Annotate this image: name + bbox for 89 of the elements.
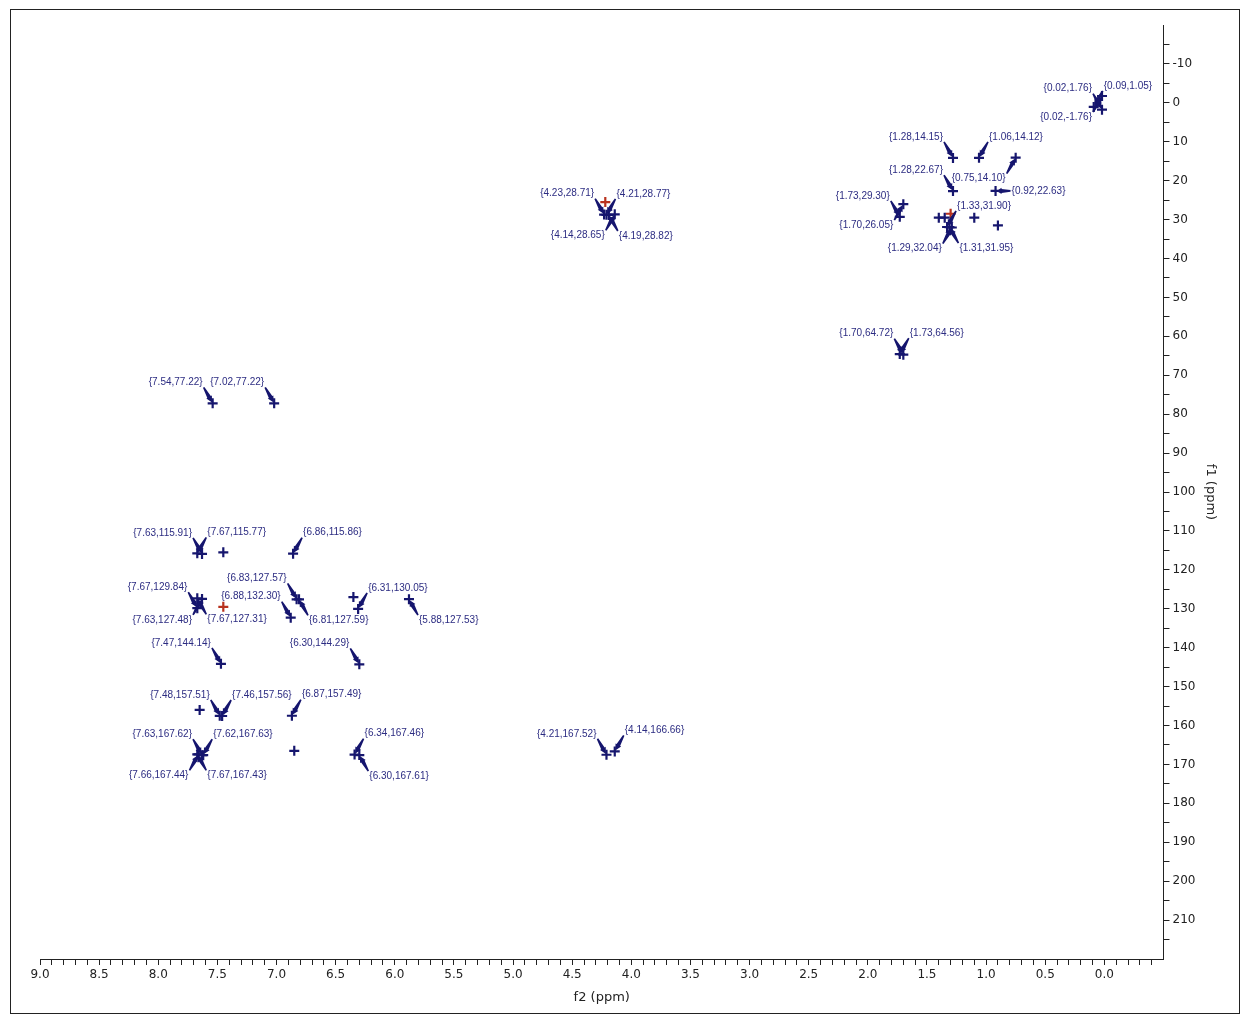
x-tick-label: 1.0 — [976, 967, 996, 982]
annotation: {1.28,22.67} — [889, 163, 944, 175]
x-tick-label: 1.5 — [917, 967, 937, 982]
x-tick-label: 5.5 — [444, 967, 464, 982]
x-tick-label: 4.5 — [562, 967, 582, 982]
annotation: {6.87,157.49} — [301, 688, 363, 700]
y-tick-label: 0 — [1172, 94, 1181, 109]
y-tick-label: 120 — [1172, 561, 1196, 576]
annotation: {1.33,31.90} — [957, 199, 1012, 211]
annotation: {0.02,1.76} — [1043, 82, 1093, 94]
x-tick-label: 7.0 — [266, 967, 287, 982]
y-tick-label: 150 — [1172, 678, 1196, 693]
annotation: {6.83,127.57} — [227, 572, 288, 584]
annotation: {7.63,127.48} — [132, 613, 193, 625]
annotation: {1.73,29.30} — [835, 189, 891, 201]
annotation: {7.46,157.56} — [232, 688, 293, 700]
annotation: {4.21,167.52} — [536, 727, 598, 739]
y-tick-label: 110 — [1172, 523, 1196, 538]
annotation: {1.31,31.95} — [959, 241, 1015, 253]
x-tick-label: 8.0 — [148, 967, 168, 982]
y-tick-label: 10 — [1172, 133, 1188, 148]
x-tick-label: 3.5 — [680, 967, 700, 982]
annotation: {1.70,26.05} — [839, 218, 894, 230]
annotation: {4.21,28.77} — [616, 187, 672, 199]
annotation: {1.29,32.04} — [887, 242, 943, 254]
y-tick-label: 20 — [1172, 172, 1188, 187]
annotation: {1.28,14.15} — [889, 130, 944, 142]
annotation: {7.67,129.84} — [127, 580, 188, 592]
annotation: {6.88,132.30} — [221, 590, 282, 602]
y-tick-label: 70 — [1172, 367, 1188, 382]
annotation: {6.34,167.46} — [364, 727, 425, 739]
annotation: {5.88,127.53} — [418, 613, 480, 625]
x-tick-label: 4.0 — [621, 967, 641, 982]
x-tick-label: 3.0 — [740, 967, 760, 982]
y-tick-label: 130 — [1172, 600, 1196, 615]
annotation: {7.67,115.77} — [207, 526, 267, 538]
annotation: {1.70,64.72} — [839, 327, 894, 339]
y-tick-label: 140 — [1172, 639, 1196, 654]
annotation: {7.63,167.62} — [132, 727, 193, 739]
annotation: {1.73,64.56} — [909, 326, 965, 338]
annotation: {4.14,28.65} — [550, 229, 606, 241]
x-tick-label: 8.5 — [89, 967, 109, 982]
y-tick-label: 30 — [1172, 211, 1188, 226]
y-tick-label: 80 — [1172, 406, 1188, 421]
annotation: {4.19,28.82} — [618, 229, 674, 241]
annotation: {6.86,115.86} — [303, 526, 363, 538]
x-tick-label: 6.0 — [385, 967, 405, 982]
x-tick-label: 0.0 — [1094, 967, 1114, 982]
annotation: {6.30,167.61} — [369, 769, 430, 781]
annotation: {0.02,-1.76} — [1040, 110, 1093, 122]
x-tick-label: 7.5 — [207, 967, 227, 982]
y-tick-label: 180 — [1172, 795, 1196, 810]
y-tick-label: 160 — [1172, 717, 1196, 732]
y-tick-label: 170 — [1172, 756, 1196, 771]
x-axis-title: f2 (ppm) — [573, 988, 630, 1004]
x-tick-label: 5.0 — [503, 967, 523, 982]
annotation: {7.48,157.51} — [150, 688, 211, 700]
y-tick-label: 100 — [1172, 484, 1196, 499]
annotation: {6.30,144.29} — [289, 637, 350, 649]
y-tick-label: 210 — [1172, 912, 1196, 927]
x-tick-label: 2.5 — [799, 967, 819, 982]
annotation: {7.02,77.22} — [210, 376, 265, 388]
y-axis-title: f1 (ppm) — [1203, 463, 1219, 521]
annotation: {0.09,1.05} — [1103, 79, 1153, 91]
y-tick-label: 200 — [1172, 873, 1196, 888]
x-tick-label: 2.0 — [858, 967, 878, 982]
annotation: {6.31,130.05} — [368, 581, 429, 593]
annotation: {7.62,167.63} — [213, 727, 274, 739]
annotation: {7.54,77.22} — [148, 376, 204, 388]
annotation: {1.06,14.12} — [989, 130, 1044, 142]
y-tick-label: -10 — [1172, 56, 1193, 71]
annotation: {4.14,166.66} — [624, 724, 685, 736]
annotation: {6.81,127.59} — [309, 614, 370, 626]
annotation: {7.47,144.14} — [151, 636, 212, 648]
y-tick-label: 40 — [1172, 250, 1188, 265]
y-tick-label: 190 — [1172, 834, 1196, 849]
x-tick-label: 0.5 — [1035, 967, 1055, 982]
x-tick-label: 6.5 — [326, 967, 346, 982]
annotation: {7.67,167.43} — [207, 769, 268, 781]
annotation: {7.63,115.91} — [133, 526, 193, 538]
x-tick-label: 9.0 — [30, 967, 50, 982]
annotation: {0.92,22.63} — [1011, 184, 1067, 196]
annotation: {7.66,167.44} — [128, 769, 190, 781]
annotation: {7.67,127.31} — [207, 613, 268, 625]
y-tick-label: 90 — [1172, 445, 1188, 460]
y-tick-label: 60 — [1172, 328, 1188, 343]
annotation: {0.75,14.10} — [951, 172, 1007, 184]
y-tick-label: 50 — [1172, 289, 1188, 304]
annotation: {4.23,28.71} — [540, 187, 595, 199]
